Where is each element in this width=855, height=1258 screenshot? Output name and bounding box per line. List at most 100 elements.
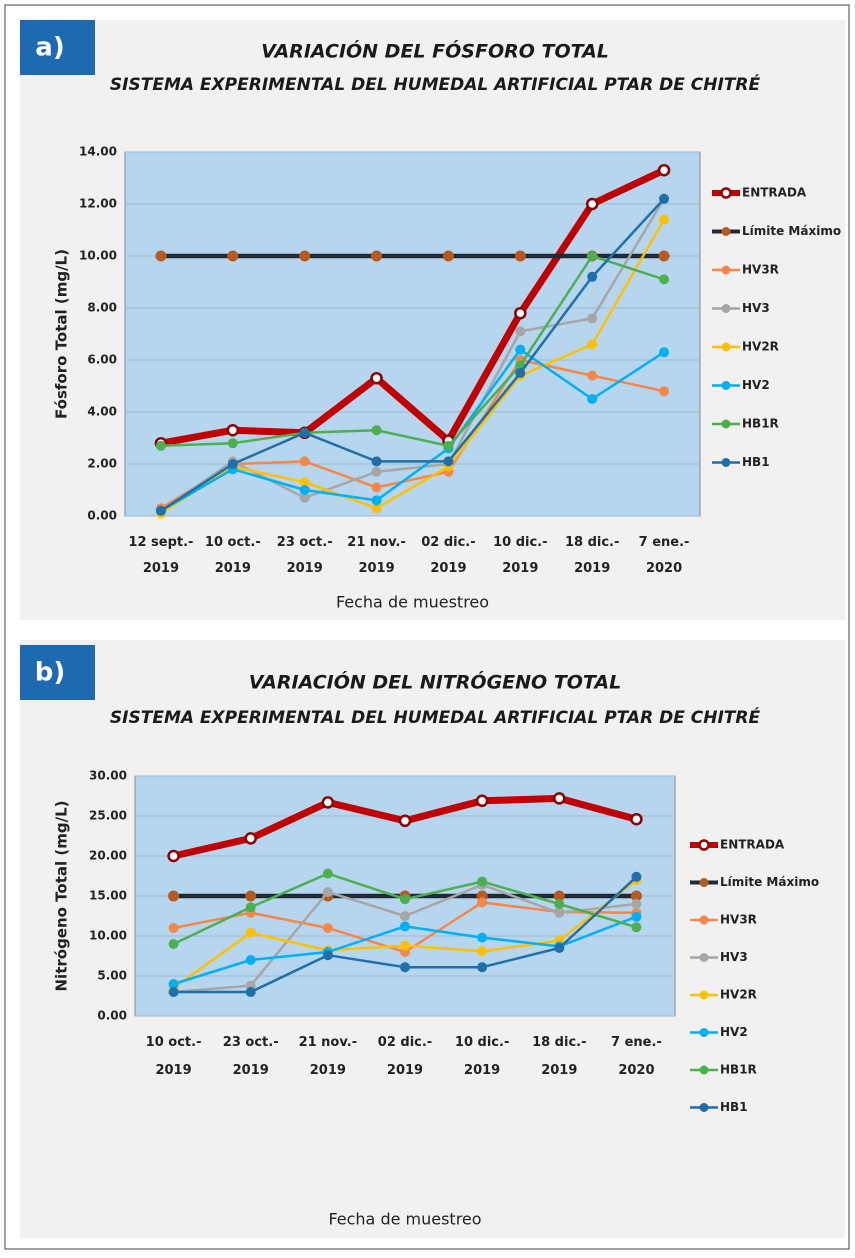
legend-marker [699, 1028, 709, 1037]
x-tick-label: 10 dic.-2019 [493, 535, 547, 576]
series-line [160, 197, 665, 512]
y-tick-label: 6.00 [87, 353, 117, 367]
legend-marker [721, 458, 731, 467]
legend-marker [721, 265, 731, 275]
marker [299, 456, 310, 467]
marker [322, 923, 333, 933]
marker [553, 792, 566, 805]
marker [587, 313, 598, 324]
y-tick-label: 0.00 [87, 509, 117, 523]
panel-label: b) [35, 658, 66, 688]
marker [658, 250, 670, 262]
marker [155, 440, 166, 451]
marker [477, 932, 488, 943]
legend-marker [699, 915, 709, 925]
marker [299, 477, 310, 488]
marker [398, 814, 412, 828]
marker [400, 911, 410, 921]
series-line [160, 254, 665, 448]
marker [227, 459, 238, 469]
marker [168, 939, 179, 949]
marker [167, 849, 180, 863]
marker [554, 943, 565, 953]
legend-label: HB1 [742, 455, 770, 469]
y-tick-label: 4.00 [87, 405, 117, 419]
x-tick-label: 12 sept.-2019 [128, 535, 193, 576]
y-tick-label: 25.00 [89, 809, 127, 823]
y-tick-label: 12.00 [79, 197, 117, 211]
x-tick-label: 10 oct.-2019 [205, 535, 261, 576]
x-tick-label: 21 nov.-2019 [347, 535, 406, 576]
marker [587, 339, 598, 350]
marker [477, 876, 488, 887]
y-tick-label: 15.00 [89, 889, 127, 903]
legend-marker [721, 342, 731, 352]
marker [400, 894, 410, 905]
marker [245, 987, 256, 997]
marker [371, 250, 383, 262]
marker [657, 163, 671, 177]
marker [155, 250, 167, 262]
marker [554, 899, 565, 909]
marker [514, 250, 526, 262]
legend-marker [721, 419, 731, 429]
legend-label: HB1 [720, 1100, 748, 1114]
marker [477, 946, 488, 957]
legend-marker [720, 187, 732, 199]
marker [226, 423, 240, 437]
marker [322, 950, 333, 961]
chart-title: VARIACIÓN DEL NITRÓGENO TOTAL [249, 670, 621, 694]
panel-label: a) [35, 33, 64, 63]
series-line [160, 358, 665, 510]
x-tick-label: 23 oct.-2019 [223, 1035, 279, 1078]
panel-badge [20, 20, 95, 75]
marker [400, 921, 410, 932]
legend-marker [699, 878, 709, 887]
marker [371, 456, 382, 467]
x-tick-label: 18 dic.-2019 [532, 1035, 586, 1078]
x-tick-label: 23 oct.-2019 [277, 535, 333, 576]
marker [631, 922, 642, 933]
x-tick-label: 7 ene.-2020 [639, 535, 690, 576]
marker [659, 214, 670, 225]
marker [400, 940, 410, 951]
marker [443, 456, 454, 467]
y-axis-label: Nitrógeno Total (mg/L) [53, 800, 71, 991]
marker [245, 902, 256, 913]
marker [370, 371, 383, 385]
marker [630, 890, 642, 902]
marker [322, 868, 333, 879]
series-line [160, 218, 666, 515]
marker [659, 347, 670, 358]
chart-title: VARIACIÓN DEL FÓSFORO TOTAL [261, 39, 609, 63]
x-axis-label: Fecha de muestreo [328, 1210, 481, 1229]
marker [554, 907, 565, 918]
legend-label: Límite Máximo [742, 224, 841, 238]
marker [321, 796, 335, 809]
marker [400, 962, 410, 973]
x-tick-label: 10 oct.-2019 [146, 1035, 202, 1078]
legend-label: HV3 [720, 950, 748, 964]
marker [515, 326, 526, 337]
plot-area [124, 151, 701, 517]
y-tick-label: 0.00 [97, 1009, 127, 1023]
y-tick-label: 20.00 [89, 849, 127, 863]
marker [585, 197, 599, 211]
marker [227, 250, 239, 262]
marker [553, 890, 565, 902]
marker [371, 503, 382, 514]
legend-label: HV2 [742, 378, 770, 392]
marker [227, 438, 238, 449]
legend-label: ENTRADA [742, 186, 807, 200]
y-tick-label: 10.00 [79, 249, 117, 263]
legend-label: Límite Máximo [720, 875, 819, 889]
legend-label: HB1R [742, 417, 779, 431]
x-tick-label: 7 ene.-2020 [611, 1035, 662, 1078]
marker [245, 890, 257, 902]
marker [475, 794, 489, 808]
marker [155, 505, 166, 516]
legend-label: HV2 [720, 1025, 748, 1039]
marker [168, 890, 180, 902]
marker [587, 370, 598, 381]
